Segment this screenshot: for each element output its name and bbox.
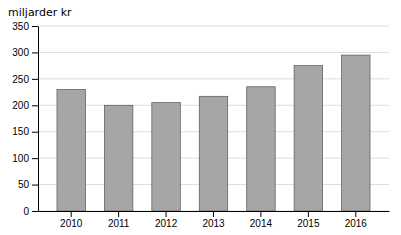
x-tick: 2011 bbox=[108, 211, 130, 229]
x-tick: 2016 bbox=[345, 211, 368, 229]
y-tick: 250 bbox=[12, 74, 38, 85]
y-tick-label: 150 bbox=[12, 126, 29, 137]
chart: 0501001502002503003502010201120122013201… bbox=[0, 0, 401, 235]
y-tick-mark bbox=[32, 158, 38, 159]
x-tick-mark bbox=[308, 211, 309, 217]
y-tick: 0 bbox=[23, 206, 38, 217]
x-tick-label: 2012 bbox=[155, 218, 178, 229]
y-tick-mark bbox=[32, 211, 38, 212]
bar bbox=[104, 105, 132, 211]
bar bbox=[342, 55, 370, 211]
x-tick-mark bbox=[71, 211, 72, 217]
y-tick: 100 bbox=[12, 153, 38, 164]
bar bbox=[57, 89, 85, 211]
grid-line bbox=[38, 52, 389, 53]
y-tick-mark bbox=[32, 52, 38, 53]
y-tick: 200 bbox=[12, 100, 38, 111]
y-tick: 150 bbox=[12, 126, 38, 137]
grid bbox=[38, 26, 389, 211]
bar bbox=[247, 87, 275, 211]
x-tick-mark bbox=[355, 211, 356, 217]
x-tick-label: 2010 bbox=[60, 218, 83, 229]
y-tick-label: 350 bbox=[12, 21, 29, 32]
y-tick: 300 bbox=[12, 47, 38, 58]
bar bbox=[152, 103, 180, 211]
y-tick-mark bbox=[32, 185, 38, 186]
y-tick-label: 100 bbox=[12, 153, 29, 164]
bar bbox=[199, 96, 227, 211]
x-tick: 2012 bbox=[155, 211, 178, 229]
x-tick-label: 2016 bbox=[345, 218, 368, 229]
grid-line bbox=[38, 78, 389, 79]
y-tick-label: 0 bbox=[23, 206, 29, 217]
x-tick: 2015 bbox=[297, 211, 320, 229]
x-tick: 2010 bbox=[60, 211, 83, 229]
x-tick-mark bbox=[213, 211, 214, 217]
y-tick-label: 200 bbox=[12, 100, 29, 111]
y-tick-label: 300 bbox=[12, 47, 29, 58]
y-axis-line bbox=[38, 27, 39, 212]
y-axis: 0 50 100 150 200 250 300 350 bbox=[12, 21, 38, 217]
plot: 0501001502002503003502010201120122013201… bbox=[12, 21, 389, 229]
y-tick-mark bbox=[32, 26, 38, 27]
x-tick-label: 2015 bbox=[297, 218, 320, 229]
y-tick-mark bbox=[32, 105, 38, 106]
x-axis: 2010 2011 2012 2013 2014 2015 2016 bbox=[39, 211, 390, 229]
x-tick-label: 2013 bbox=[202, 218, 225, 229]
y-tick-label: 250 bbox=[12, 74, 29, 85]
bar bbox=[294, 66, 322, 211]
y-tick: 50 bbox=[18, 179, 38, 190]
grid-line bbox=[38, 26, 389, 27]
bars bbox=[57, 55, 370, 211]
x-tick-label: 2014 bbox=[250, 218, 273, 229]
y-tick: 350 bbox=[12, 21, 38, 32]
y-tick-mark bbox=[32, 79, 38, 80]
y-tick-mark bbox=[32, 132, 38, 133]
y-axis-title: miljarder kr bbox=[8, 6, 72, 19]
x-tick-mark bbox=[118, 211, 119, 217]
x-tick-mark bbox=[166, 211, 167, 217]
x-tick-label: 2011 bbox=[108, 218, 130, 229]
x-tick: 2014 bbox=[250, 211, 273, 229]
x-tick-mark bbox=[260, 211, 261, 217]
y-tick-label: 50 bbox=[18, 179, 30, 190]
x-tick: 2013 bbox=[202, 211, 225, 229]
